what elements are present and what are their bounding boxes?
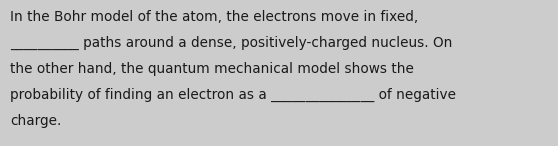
Text: probability of finding an electron as a _______________ of negative: probability of finding an electron as a …	[10, 88, 456, 102]
Text: __________ paths around a dense, positively-charged nucleus. On: __________ paths around a dense, positiv…	[10, 36, 453, 50]
Text: In the Bohr model of the atom, the electrons move in fixed,: In the Bohr model of the atom, the elect…	[10, 10, 418, 24]
Text: charge.: charge.	[10, 114, 61, 128]
Text: the other hand, the quantum mechanical model shows the: the other hand, the quantum mechanical m…	[10, 62, 414, 76]
